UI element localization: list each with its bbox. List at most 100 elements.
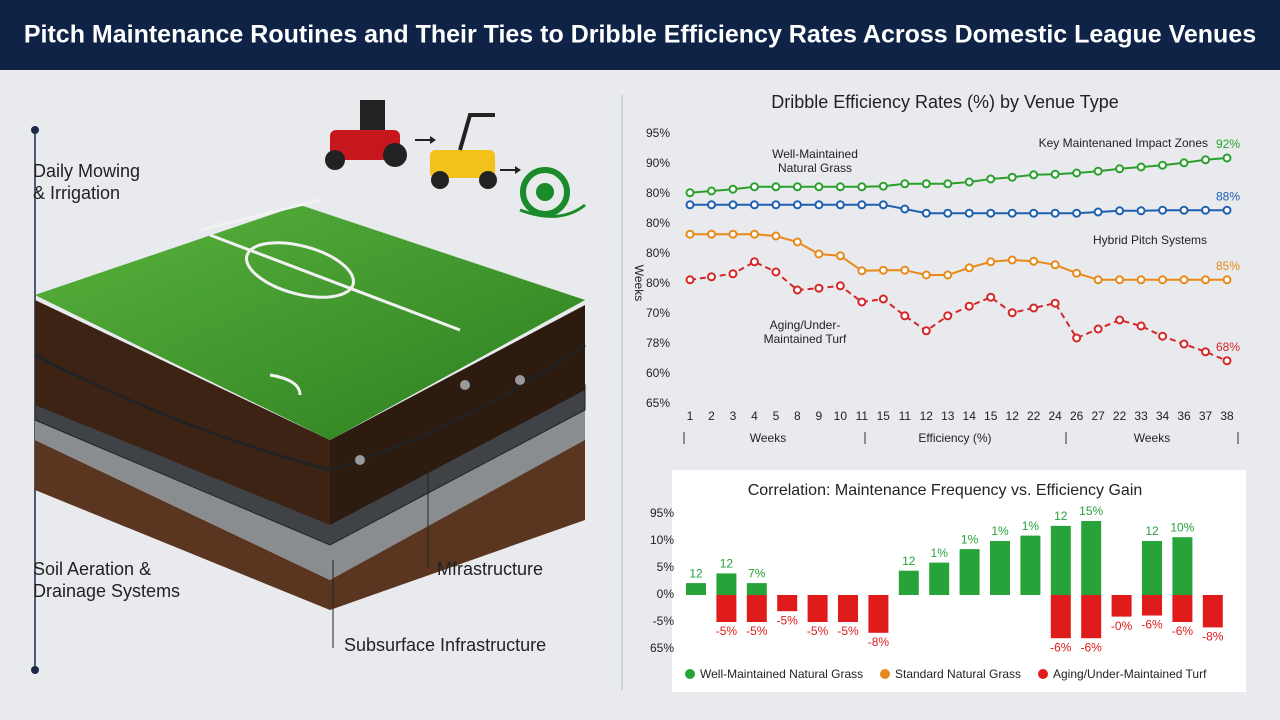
x-tick-label: 13	[941, 409, 955, 423]
data-point	[1179, 339, 1189, 349]
data-point	[1029, 256, 1039, 266]
x-tick-label: 34	[1156, 409, 1170, 423]
data-point	[964, 301, 974, 311]
data-point	[1050, 208, 1060, 218]
data-point	[1115, 275, 1125, 285]
x-tick-label: 15	[984, 409, 998, 423]
x-tick-label: 11	[856, 409, 869, 423]
y-tick-label: 80%	[646, 276, 670, 290]
bar	[686, 583, 706, 595]
data-point	[1029, 208, 1039, 218]
timeline-dot	[31, 126, 39, 134]
value-label: -6%	[1081, 640, 1103, 654]
series-annotation: Aging/Under-Maintained Turf	[763, 318, 847, 346]
data-point	[1050, 260, 1060, 270]
bar	[838, 595, 858, 622]
bar	[1081, 521, 1102, 595]
value-label: 12	[1054, 509, 1068, 523]
y-axis-label: Weeks	[632, 265, 646, 301]
bar	[746, 583, 767, 595]
value-label: -5%	[807, 624, 829, 638]
data-point	[835, 182, 845, 192]
data-point	[1007, 208, 1017, 218]
y-tick-label: 10%	[650, 533, 674, 547]
bar	[1172, 537, 1193, 595]
data-point	[835, 200, 845, 210]
bar	[1142, 541, 1162, 595]
x-tick-label: 14	[963, 409, 977, 423]
x-tick-label: 26	[1070, 409, 1084, 423]
data-point	[749, 229, 759, 239]
value-label: 1%	[991, 524, 1009, 538]
y-tick-label: 65%	[646, 396, 670, 410]
data-point	[1007, 255, 1017, 265]
data-point	[771, 200, 781, 210]
x-tick-label: 9	[816, 409, 823, 423]
end-label: 92%	[1216, 137, 1240, 151]
data-point	[1050, 298, 1060, 308]
value-label: -6%	[1172, 624, 1194, 638]
data-point	[1072, 168, 1082, 178]
end-label: 68%	[1216, 340, 1240, 354]
bar	[716, 573, 737, 595]
illustration-label: Daily Mowing & Irrigation	[33, 161, 141, 203]
data-point	[685, 275, 695, 285]
data-point	[857, 266, 867, 276]
data-point	[986, 292, 996, 302]
x-tick-label: 12	[920, 409, 934, 423]
data-point	[1093, 166, 1103, 176]
x-tick-label: 22	[1027, 409, 1041, 423]
value-label: 12	[689, 566, 703, 580]
data-point	[1158, 205, 1168, 215]
y-tick-label: 80%	[646, 186, 670, 200]
x-group-label: Weeks	[1134, 431, 1170, 445]
value-label: -5%	[777, 613, 799, 627]
timeline-dot	[31, 666, 39, 674]
data-point	[1201, 205, 1211, 215]
x-tick-label: 37	[1199, 409, 1213, 423]
data-point	[1222, 205, 1232, 215]
data-point	[943, 179, 953, 189]
annotation: Key Maintenaned Impact Zones	[1039, 136, 1208, 150]
value-label: -0%	[1111, 619, 1133, 633]
x-group-label: Weeks	[750, 431, 786, 445]
x-tick-label: 27	[1091, 409, 1105, 423]
data-point	[964, 177, 974, 187]
data-point	[1115, 206, 1125, 216]
data-point	[792, 285, 802, 295]
bar	[898, 570, 919, 595]
data-point	[814, 249, 824, 259]
data-point	[943, 270, 953, 280]
value-label: -5%	[837, 624, 859, 638]
bar	[1081, 595, 1102, 639]
data-point	[792, 182, 802, 192]
end-label: 88%	[1216, 189, 1240, 203]
bar	[807, 595, 828, 622]
x-tick-label: 4	[751, 409, 758, 423]
x-tick-label: 8	[794, 409, 801, 423]
legend-marker	[685, 669, 695, 679]
y-tick-label: 95%	[646, 126, 670, 140]
value-label: 1%	[931, 546, 949, 560]
data-point	[835, 281, 845, 291]
data-point	[1136, 162, 1146, 172]
x-tick-label: 33	[1134, 409, 1148, 423]
bar	[929, 562, 950, 595]
data-point	[1072, 333, 1082, 343]
legend-label: Well-Maintained Natural Grass	[700, 667, 863, 681]
data-point	[1158, 160, 1168, 170]
illustration-label: Subsurface Infrastructure	[344, 635, 547, 655]
data-point	[1072, 208, 1082, 218]
bar	[1111, 595, 1132, 617]
data-point	[771, 267, 781, 277]
data-point	[1201, 347, 1211, 357]
data-point	[921, 208, 931, 218]
series-annotation: Well-Maintained Natural Grass	[772, 147, 858, 175]
line-chart-title: Dribble Efficiency Rates (%) by Venue Ty…	[771, 92, 1119, 112]
value-label: -5%	[716, 624, 738, 638]
series-line	[690, 203, 1227, 215]
data-point	[771, 182, 781, 192]
data-point	[1136, 275, 1146, 285]
